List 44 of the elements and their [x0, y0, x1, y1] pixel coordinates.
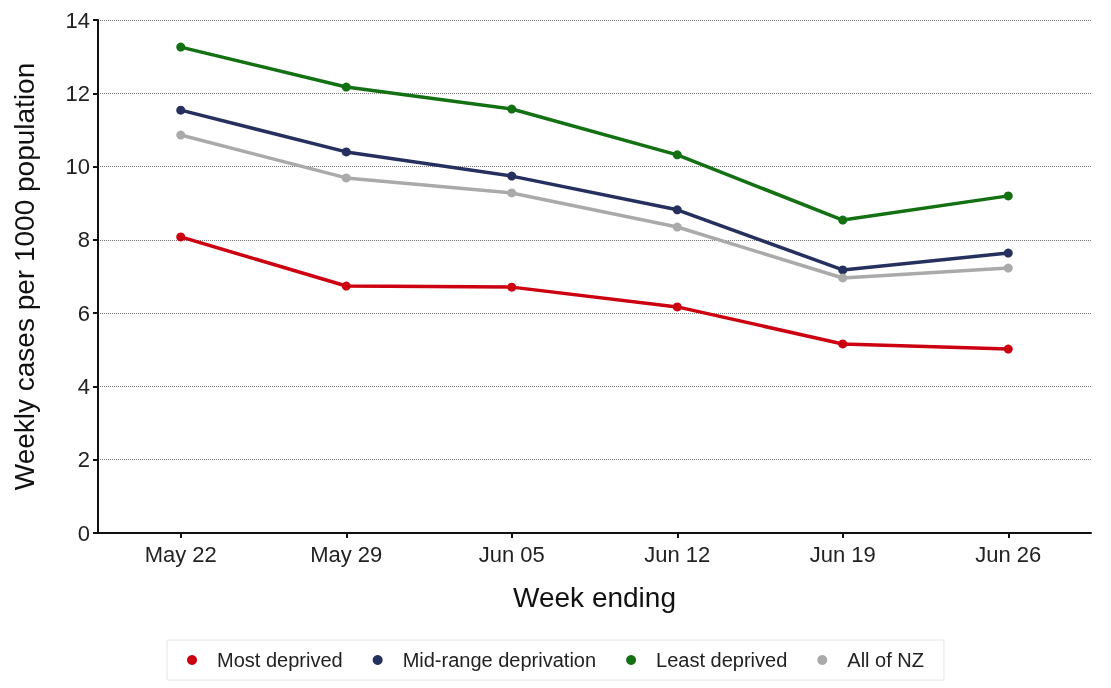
point: [672, 150, 682, 160]
y-axis-title: Weekly cases per 1000 population: [8, 62, 40, 491]
point: [176, 232, 186, 242]
legend-label: All of NZ: [847, 649, 924, 671]
point: [672, 205, 682, 215]
y-tick-label: 14: [65, 7, 90, 33]
point: [838, 273, 848, 283]
point: [341, 281, 351, 291]
point: [176, 42, 186, 52]
point: [1003, 191, 1013, 201]
point: [838, 215, 848, 225]
x-tick-label: Jun 05: [478, 541, 545, 567]
point: [341, 147, 351, 157]
point: [176, 105, 186, 115]
y-tick-label: 2: [77, 447, 90, 473]
x-tick-label: Jun 26: [975, 541, 1042, 567]
legend-label: Mid-range deprivation: [402, 649, 597, 671]
point: [1003, 344, 1013, 354]
x-axis-title: Week ending: [513, 581, 676, 613]
point: [341, 173, 351, 183]
y-tick-label: 4: [77, 373, 90, 399]
y-tick-label: 8: [77, 227, 90, 253]
point: [341, 82, 351, 92]
x-tick-label: May 22: [144, 541, 217, 567]
legend-label: Least deprived: [656, 649, 788, 671]
point: [507, 188, 517, 198]
y-tick-label: 6: [77, 300, 90, 326]
point: [838, 265, 848, 275]
y-tick-label: 10: [65, 154, 90, 180]
point: [176, 130, 186, 140]
point: [507, 282, 517, 292]
point: [1003, 248, 1013, 258]
y-tick-label: 12: [65, 80, 90, 106]
x-tick-label: Jun 12: [644, 541, 711, 567]
legend-label: Most deprived: [217, 649, 343, 671]
point: [1003, 263, 1013, 273]
point: [507, 104, 517, 114]
point: [672, 222, 682, 232]
y-tick-label: 0: [77, 520, 90, 546]
x-tick-label: May 29: [310, 541, 383, 567]
x-tick-label: Jun 19: [809, 541, 876, 567]
point: [838, 339, 848, 349]
point: [672, 302, 682, 312]
point: [507, 171, 517, 181]
